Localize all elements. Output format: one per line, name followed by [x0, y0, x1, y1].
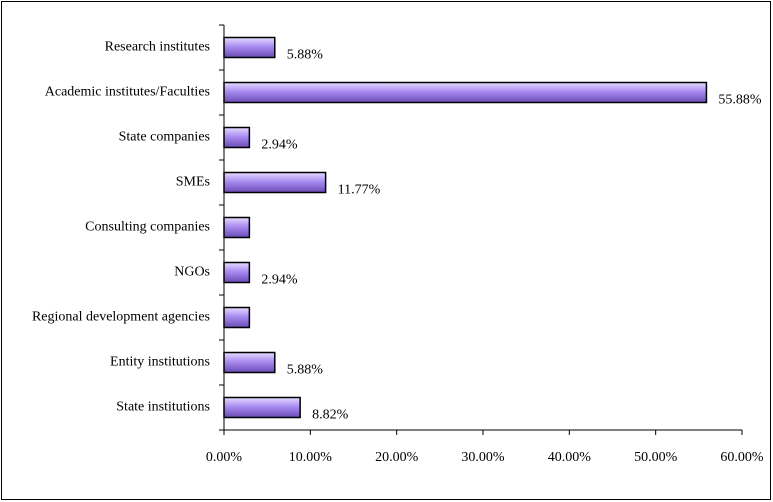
- y-tick-label: Research institutes: [105, 40, 210, 55]
- data-label: 11.77%: [338, 183, 381, 198]
- x-tick-label: 60.00%: [720, 450, 764, 465]
- bar: [223, 306, 251, 329]
- bar: [223, 216, 251, 239]
- y-tick-label: Regional development agencies: [32, 310, 210, 325]
- x-tick-label: 10.00%: [289, 450, 333, 465]
- y-tick-label: Entity institutions: [110, 355, 210, 370]
- x-tick-label: 50.00%: [634, 450, 678, 465]
- bar: [223, 126, 251, 149]
- y-tick-label: State institutions: [116, 400, 210, 415]
- data-label: 8.82%: [312, 408, 349, 423]
- bar: [223, 261, 251, 284]
- x-tick-label: 0.00%: [206, 450, 243, 465]
- bar: [223, 171, 327, 194]
- x-tick-label: 40.00%: [548, 450, 592, 465]
- bar: [223, 36, 276, 59]
- y-tick-label: Consulting companies: [85, 220, 210, 235]
- data-label: 55.88%: [718, 93, 762, 108]
- y-tick-label: Academic institutes/Faculties: [45, 85, 210, 100]
- bar: [223, 396, 301, 419]
- x-tick-label: 30.00%: [461, 450, 505, 465]
- x-tick-label: 20.00%: [375, 450, 419, 465]
- y-tick-label: NGOs: [174, 265, 210, 280]
- data-label: 5.88%: [287, 48, 324, 63]
- data-label: 2.94%: [261, 273, 298, 288]
- data-label: 5.88%: [287, 363, 324, 378]
- data-label: 2.94%: [261, 138, 298, 153]
- y-tick-label: SMEs: [176, 175, 210, 190]
- y-tick-label: State companies: [119, 130, 210, 145]
- bar: [223, 351, 276, 374]
- bar: [223, 81, 708, 104]
